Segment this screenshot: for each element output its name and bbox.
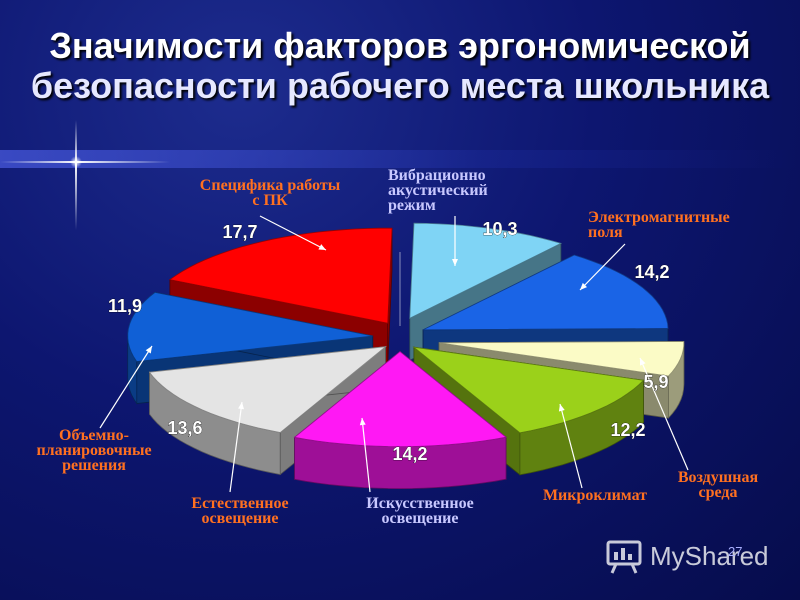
category-label-line: поля	[588, 224, 623, 241]
category-label: Естественное освещение	[191, 495, 288, 527]
category-label-line: освещение	[202, 510, 279, 527]
leader-arrow	[145, 346, 152, 354]
category-label-line: Специфика работы	[200, 177, 341, 194]
pie-slice-top	[293, 351, 507, 448]
slide-title-line-1: Значимости факторов эргономической	[49, 25, 751, 66]
title-underline-glow	[0, 150, 800, 168]
category-label: Специфика работы с ПК	[200, 177, 341, 209]
category-label-line: освещение	[382, 510, 459, 527]
presentation-board-icon	[606, 540, 642, 574]
slide-number: 27	[728, 544, 743, 559]
category-label-line: акустический	[388, 182, 488, 199]
category-label-line: Воздушная	[678, 469, 759, 486]
pie-slice	[293, 350, 507, 490]
value-label: 10,3	[482, 219, 517, 239]
category-label-line: решения	[62, 457, 126, 474]
category-label-line: Искусственное	[366, 495, 473, 512]
category-label-line: планировочные	[36, 442, 151, 459]
pie-slice-top	[409, 222, 563, 319]
leader-line	[361, 417, 371, 493]
leader-line	[99, 345, 153, 429]
pie-slice-top	[168, 227, 393, 324]
watermark-text: MyShared	[650, 540, 769, 571]
category-label-line: с ПК	[252, 192, 288, 209]
leader-arrow	[558, 404, 565, 412]
category-label: Микроклимат	[543, 487, 647, 504]
category-label-line: Микроклимат	[543, 487, 647, 504]
category-label: Объемно-планировочные решения	[36, 427, 151, 474]
value-labels: 10,3 14,2 5,9 12,2 14,2 13,6 11,9 17,7	[108, 219, 670, 465]
pie-slices	[127, 222, 685, 490]
leader-line	[559, 403, 583, 489]
category-label-line: Вибрационно	[388, 167, 486, 184]
leader-lines	[99, 215, 689, 493]
pie-slice-top	[438, 341, 685, 377]
leader-arrow	[359, 418, 366, 426]
star-flare-vertical	[75, 120, 77, 230]
value-label: 14,2	[634, 262, 669, 282]
value-label: 11,9	[108, 296, 142, 316]
category-labels: Вибрационно акустический режим Электромагни…	[36, 167, 758, 527]
leader-arrow	[318, 244, 326, 250]
pie-slice-top	[412, 346, 645, 434]
slide-title-line-2: безопасности рабочего места школьника	[30, 65, 770, 106]
slide-title: Значимости факторов эргономической безоп…	[0, 26, 800, 106]
category-label-line: режим	[388, 197, 436, 214]
value-label: 5,9	[643, 372, 668, 392]
category-label-line: Объемно-	[59, 427, 129, 444]
leader-arrow	[452, 259, 458, 266]
value-label: 12,2	[610, 420, 645, 440]
value-label: 13,6	[167, 418, 202, 438]
leader-line	[579, 243, 626, 291]
star-flare-center	[70, 156, 82, 168]
pie-slice-top	[127, 291, 373, 362]
watermark: MyShared	[604, 532, 784, 580]
category-label: Искусственное освещение	[366, 495, 473, 527]
value-label: 17,7	[222, 222, 257, 242]
star-flare-horizontal	[0, 161, 170, 163]
category-label-line: Электромагнитные	[588, 209, 730, 226]
category-label-line: среда	[699, 484, 738, 501]
value-label: 14,2	[392, 444, 427, 464]
category-label: Вибрационно акустический режим	[388, 167, 488, 214]
category-label-line: Естественное	[191, 495, 288, 512]
leader-line	[639, 357, 689, 471]
leader-line	[259, 215, 327, 251]
leader-arrow	[238, 402, 244, 410]
leader-arrow	[580, 282, 587, 290]
leader-line	[229, 401, 243, 493]
pie-slice-top	[422, 254, 669, 331]
category-label: Воздушная среда	[678, 469, 759, 501]
pie-slice-top	[148, 346, 387, 433]
leader-arrow	[640, 358, 646, 366]
category-label: Электромагнитные поля	[588, 209, 730, 241]
